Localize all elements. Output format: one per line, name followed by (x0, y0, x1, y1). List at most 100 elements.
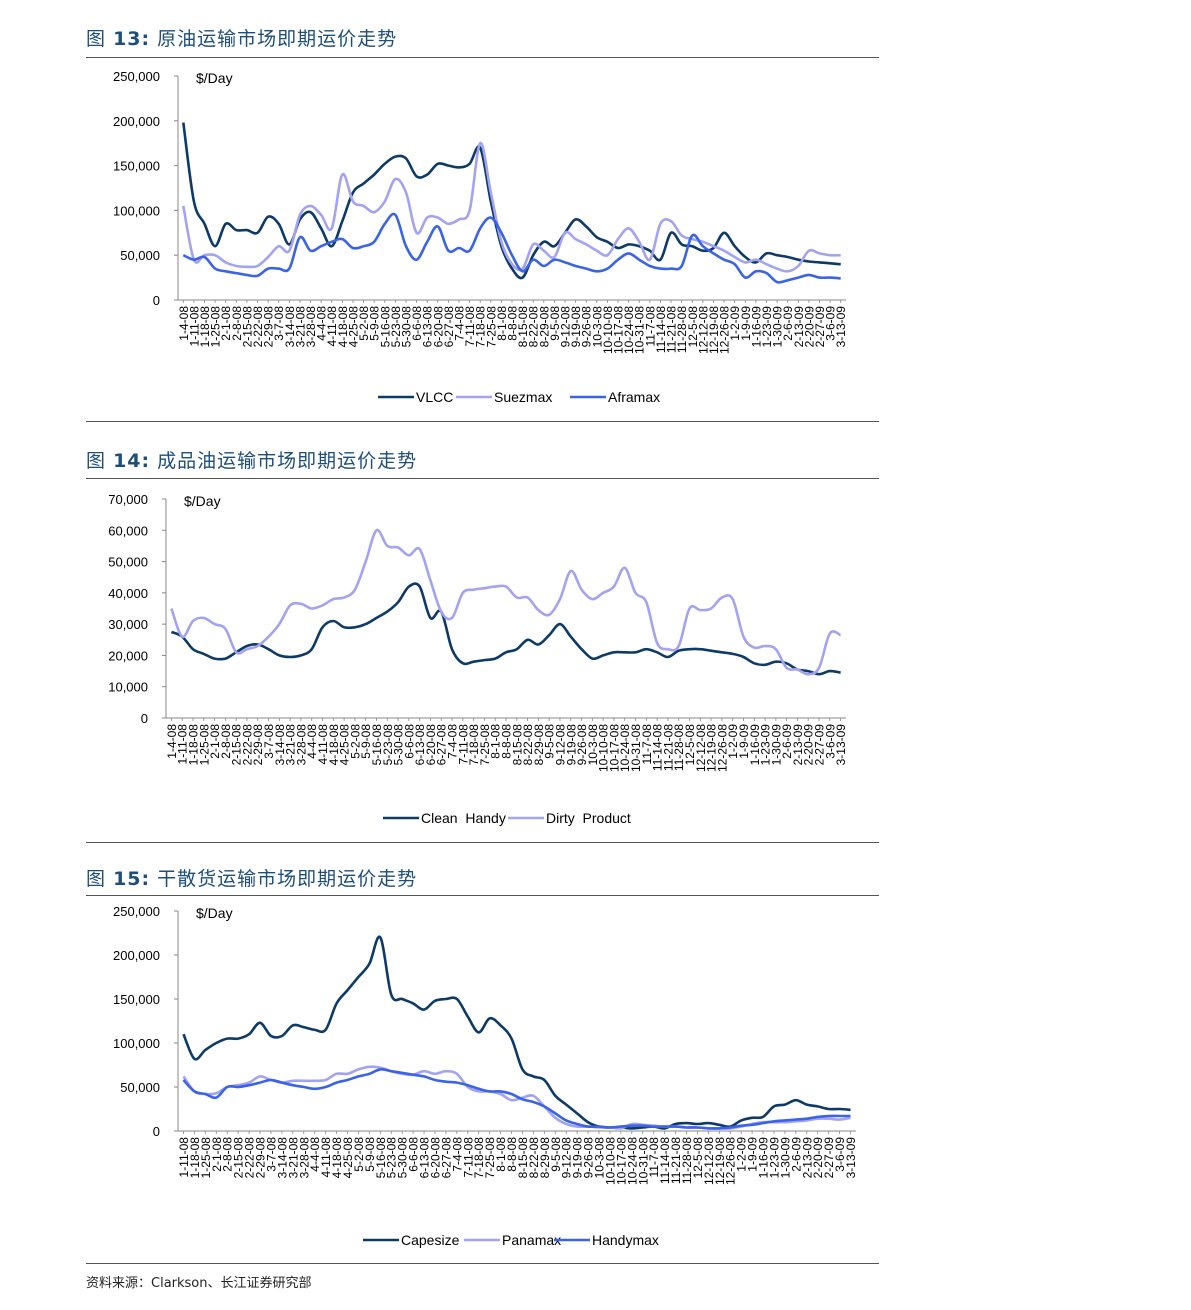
x-tick-label: 1-25-08 (209, 306, 223, 348)
x-tick-label: 3-28-08 (297, 1137, 311, 1179)
x-tick-label: 1-16-09 (757, 1137, 771, 1179)
x-tick-label: 11-28-08 (675, 306, 689, 353)
x-tick-label: 6-27-08 (435, 724, 449, 766)
x-tick-label: 8-1-08 (489, 724, 503, 759)
series-line-handymax (182, 1068, 851, 1130)
x-tick-label: 3-6-09 (824, 306, 838, 341)
x-tick-label: 6-20-08 (428, 1137, 442, 1179)
x-tick-label: 11-21-08 (669, 1137, 683, 1184)
x-tick-label: 4-25-08 (338, 724, 352, 766)
unit-label: $/Day (196, 905, 233, 921)
y-tick-label: 200,000 (113, 114, 160, 129)
x-tick-label: 5-9-08 (363, 1137, 377, 1172)
x-tick-label: 1-25-08 (197, 724, 211, 766)
x-tick-label: 3-7-08 (262, 724, 276, 759)
x-tick-label: 8-22-08 (527, 1137, 541, 1179)
x-tick-label: 1-11-08 (176, 724, 190, 765)
x-tick-label: 1-9-09 (737, 724, 751, 759)
x-tick-label: 10-31-08 (629, 724, 643, 772)
x-tick-label: 5-23-08 (389, 306, 403, 348)
x-tick-label: 1-25-08 (199, 1137, 213, 1179)
x-tick-label: 10-3-08 (593, 1137, 607, 1179)
x-tick-label: 10-3-08 (586, 724, 600, 766)
x-tick-label: 1-16-09 (748, 724, 762, 766)
x-tick-label: 5-30-08 (392, 724, 406, 766)
x-tick-label: 10-17-08 (612, 306, 626, 354)
x-tick-label: 4-4-08 (305, 724, 319, 759)
x-tick-label: 12-5-08 (683, 724, 697, 766)
x-tick-label: 11-14-08 (651, 724, 665, 771)
x-tick-label: 2-8-08 (219, 724, 233, 759)
y-tick-label: 0 (153, 1124, 160, 1139)
figure-label: 图 (86, 868, 107, 890)
x-tick-label: 2-13-09 (800, 1137, 814, 1179)
figure-13-top-rule (86, 57, 879, 58)
unit-label: $/Day (196, 70, 233, 86)
legend-label: VLCC (416, 389, 453, 405)
x-tick-label: 8-15-08 (516, 306, 530, 348)
x-tick-label: 8-15-08 (510, 724, 524, 766)
source-note: 资料来源：Clarkson、长江证券研究部 (86, 1276, 312, 1291)
x-tick-label: 2-27-09 (822, 1137, 836, 1179)
x-tick-label: 10-17-08 (614, 1137, 628, 1185)
x-tick-label: 10-10-08 (597, 724, 611, 772)
x-tick-label: 9-19-08 (564, 724, 578, 766)
x-tick-label: 2-6-09 (781, 306, 795, 341)
x-tick-label: 11-7-08 (643, 306, 657, 347)
x-tick-label: 4-18-08 (327, 724, 341, 766)
y-tick-label: 250,000 (113, 904, 160, 919)
x-tick-label: 9-26-08 (582, 1137, 596, 1179)
product-oil-chart: 70,000 60,000 50,000 40,000 30,000 20,000 10,0… (108, 492, 848, 826)
x-tick-label: 3-7-08 (272, 306, 286, 341)
x-tick-label: 3-14-08 (275, 1137, 289, 1179)
x-tick-label: 9-26-08 (580, 306, 594, 348)
x-tick-label: 8-15-08 (516, 1137, 530, 1179)
x-tick-label: 8-8-08 (505, 1137, 519, 1172)
series-line-dirty-product (170, 528, 842, 676)
x-tick-label: 3-21-08 (286, 1137, 300, 1179)
x-tick-label: 12-19-08 (713, 1137, 727, 1185)
x-tick-label: 2-13-09 (791, 724, 805, 766)
x-tick-label: 4-4-08 (315, 306, 329, 341)
x-tick-label: 12-19-08 (705, 724, 719, 772)
x-tick-label: 12-12-08 (696, 306, 710, 354)
x-tick-label: 1-11-08 (177, 1137, 191, 1178)
y-tick-label: 30,000 (108, 617, 148, 632)
x-tick-label: 6-27-08 (442, 306, 456, 348)
x-tick-label: 6-13-08 (418, 1137, 432, 1179)
y-tick-label: 250,000 (113, 69, 160, 84)
x-tick-label: 4-18-08 (336, 306, 350, 348)
x-tick-label: 2-15-08 (240, 306, 254, 348)
x-tick-label: 10-10-08 (603, 1137, 617, 1185)
x-tick-label: 7-18-08 (474, 306, 488, 348)
x-tick-label: 3-7-08 (264, 1137, 278, 1172)
x-tick-label: 1-2-09 (735, 1137, 749, 1172)
figure-text: 原油运输市场即期运价走势 (157, 28, 398, 50)
x-tick-label: 1-23-09 (767, 1137, 781, 1179)
x-tick-label: 3-28-08 (304, 306, 318, 348)
x-tick-label: 3-14-08 (283, 306, 297, 348)
x-tick-label: 2-6-09 (789, 1137, 803, 1172)
x-tick-label: 5-2-08 (348, 724, 362, 759)
x-tick-label: 10-17-08 (607, 724, 621, 772)
legend-label: Suezmax (494, 389, 552, 405)
x-tick-label: 11-14-08 (658, 1137, 672, 1184)
x-tick-label: 6-13-08 (413, 724, 427, 766)
figure-13-bottom-rule (86, 421, 879, 422)
x-tick-label: 9-26-08 (575, 724, 589, 766)
y-tick-label: 20,000 (108, 648, 148, 663)
x-tick-label: 12-5-08 (686, 306, 700, 348)
x-tick-label: 1-18-08 (186, 724, 200, 766)
y-tick-label: 0 (141, 711, 148, 726)
x-tick-label: 2-8-08 (221, 1137, 235, 1172)
x-tick-label: 6-20-08 (431, 306, 445, 348)
x-tick-label: 2-6-09 (780, 724, 794, 759)
figure-label: 图 (86, 450, 107, 472)
x-tick-label: 5-16-08 (374, 1137, 388, 1179)
legend-label: Handymax (592, 1232, 659, 1248)
x-tick-label: 2-20-09 (811, 1137, 825, 1179)
x-tick-label: 2-22-08 (251, 306, 265, 348)
x-tick-label: 10-24-08 (618, 724, 632, 772)
x-tick-label: 12-26-08 (715, 724, 729, 772)
x-tick-label: 7-11-08 (456, 724, 470, 765)
